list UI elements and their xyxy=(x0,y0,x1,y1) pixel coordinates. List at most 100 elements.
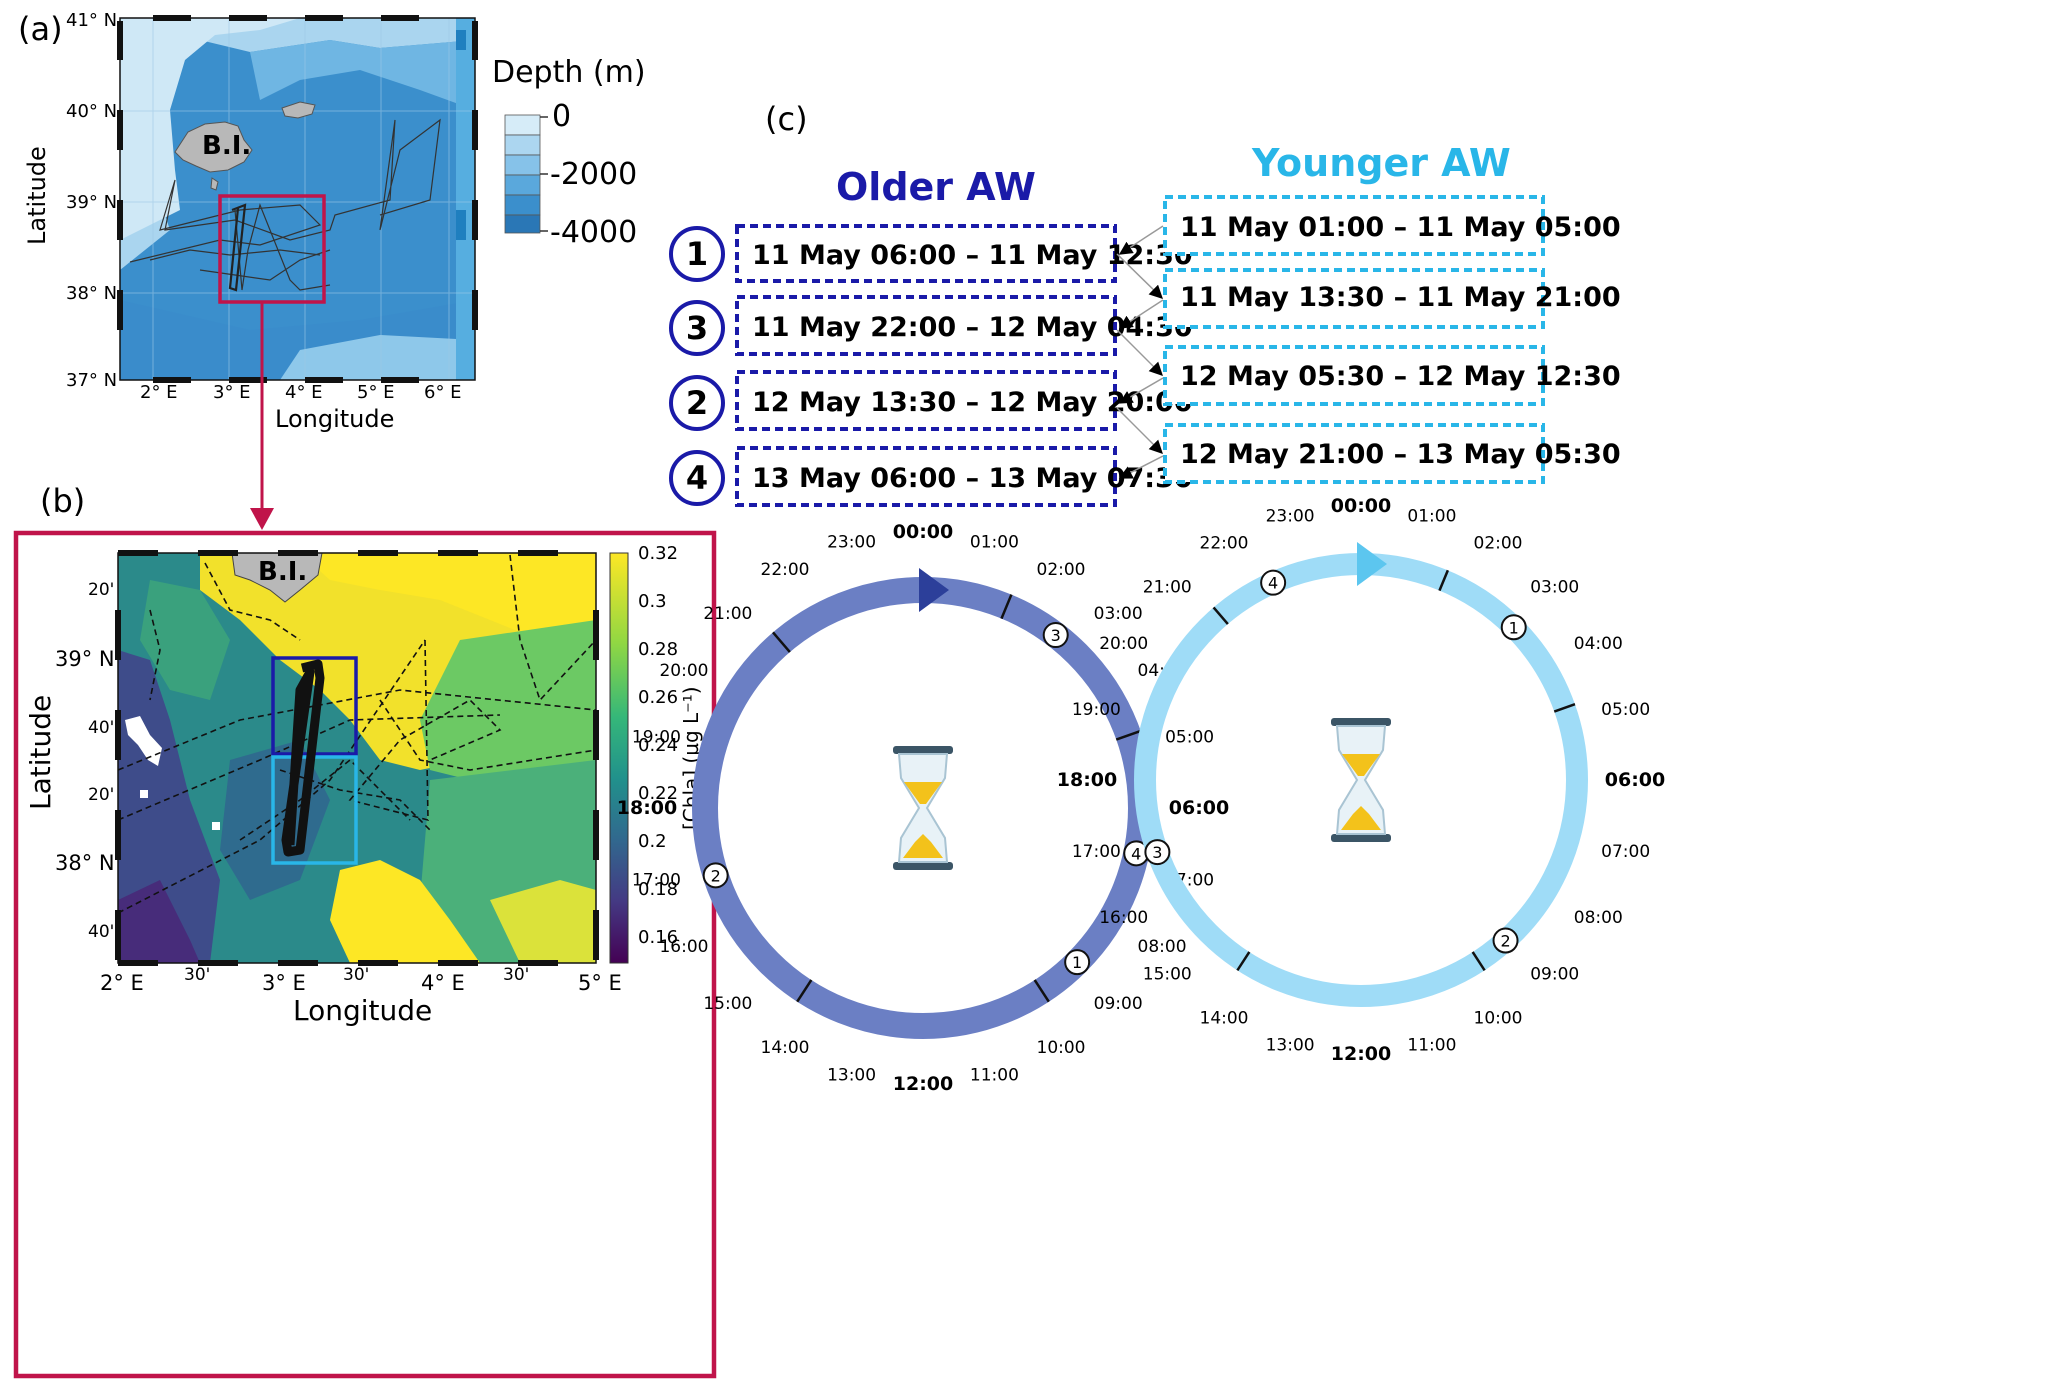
map-b-lon-tick: 30' xyxy=(184,965,210,985)
sequence-arrows xyxy=(1116,225,1164,479)
clock-hour-label: 16:00 xyxy=(1099,908,1148,928)
period-box xyxy=(1163,195,1545,256)
period-number: 3 xyxy=(686,309,708,347)
map-b-island xyxy=(231,552,323,603)
map-b-glider-loop xyxy=(281,659,325,857)
map-a-grid xyxy=(120,18,475,380)
zoom-connector-arrowhead xyxy=(250,508,274,530)
clock-hour-label: 22:00 xyxy=(761,560,810,580)
map-a-lat-tick: 38° N xyxy=(66,283,117,304)
clock-period-marker xyxy=(1492,927,1519,954)
map-a-lon-tick: 5° E xyxy=(357,382,395,403)
clock-hour-label: 17:00 xyxy=(632,870,681,890)
clock-start-arrow xyxy=(1357,542,1387,586)
map-b-nodata xyxy=(125,716,162,766)
period-box xyxy=(735,446,1117,507)
depth-colorbar-tick: -4000 xyxy=(550,215,637,250)
depth-colorbar-tick: 0 xyxy=(552,99,571,134)
map-a-zoom-box xyxy=(218,194,326,304)
map-a-lon-tick: 3° E xyxy=(213,382,251,403)
clock-hour-label: 15:00 xyxy=(703,994,752,1014)
period-text: 12 May 05:30 – 12 May 12:30 xyxy=(1180,361,1621,392)
period-box xyxy=(735,370,1117,431)
map-b-deep-purple xyxy=(118,880,200,963)
period-box xyxy=(735,295,1117,356)
map-b-ylabel: Latitude xyxy=(24,695,57,810)
map-a: B.I. xyxy=(117,15,478,383)
clock-period-tick xyxy=(1000,594,1013,620)
clock-hour-label: 21:00 xyxy=(703,604,752,624)
clock-period-marker xyxy=(1260,569,1287,596)
map-a-south-shelf xyxy=(280,335,475,380)
clock-hour-label: 08:00 xyxy=(1574,908,1623,928)
chla-tick: 0.3 xyxy=(638,591,667,612)
map-b-lat-tick: 40' xyxy=(88,922,114,942)
map-a-island-mallorca xyxy=(174,121,253,173)
map-a-zoom-track xyxy=(228,203,247,292)
clock-period-marker xyxy=(1144,839,1171,866)
clock-hour-label: 16:00 xyxy=(659,937,708,957)
clock-period-tick xyxy=(1115,729,1142,741)
clock-hour-label: 12:00 xyxy=(893,1073,953,1095)
map-a-lat-ticks: 41° N 40° N 39° N 38° N 37° N xyxy=(66,10,117,391)
clock-period-number: 2 xyxy=(711,866,721,885)
clock-hour-label: 11:00 xyxy=(970,1066,1019,1086)
clock-hour-label: 10:00 xyxy=(1037,1038,1086,1058)
period-number-badge xyxy=(669,450,725,506)
map-b-lon-tick: 30' xyxy=(343,965,369,985)
clock-hour-label: 03:00 xyxy=(1094,604,1143,624)
map-a-lon-tick: 6° E xyxy=(424,382,462,403)
period-text: 12 May 13:30 – 12 May 20:00 xyxy=(752,387,1193,418)
clock-period-number: 1 xyxy=(1072,953,1082,972)
map-b-xlabel: Longitude xyxy=(293,994,432,1027)
period-text: 11 May 13:30 – 11 May 21:00 xyxy=(1180,282,1621,313)
map-a-mid-band xyxy=(250,40,475,110)
depth-colorbar-tick: -2000 xyxy=(550,157,637,192)
older-period-2: 2 12 May 13:30 – 12 May 20:00 xyxy=(669,370,1193,431)
period-text: 11 May 22:00 – 12 May 04:30 xyxy=(752,312,1193,343)
depth-colorbar xyxy=(504,114,548,234)
map-b-nodata-3 xyxy=(212,822,220,830)
map-b-outer-frame xyxy=(13,530,717,1379)
period-text: 12 May 21:00 – 13 May 05:30 xyxy=(1180,439,1621,470)
clock-hour-label: 06:00 xyxy=(1605,769,1665,791)
clock-hour-label: 15:00 xyxy=(1143,965,1192,985)
older-aw-title: Older AW xyxy=(836,165,1036,209)
map-b-lon-tick: 2° E xyxy=(100,971,144,995)
younger-period-2: 11 May 13:30 – 11 May 21:00 xyxy=(1163,268,1621,329)
period-number-badge xyxy=(669,226,725,282)
clock-hour-label: 09:00 xyxy=(1094,994,1143,1014)
clock-hour-label: 10:00 xyxy=(1474,1008,1523,1028)
chla-tick: 0.18 xyxy=(638,879,678,900)
younger-period-4: 12 May 21:00 – 13 May 05:30 xyxy=(1163,423,1621,484)
clock-hour-label: 20:00 xyxy=(1099,634,1148,654)
period-text: 11 May 01:00 – 11 May 05:00 xyxy=(1180,212,1621,243)
period-box xyxy=(1163,268,1545,329)
chla-tick: 0.22 xyxy=(638,783,678,804)
hourglass-icon xyxy=(1331,718,1391,842)
older-period-1: 1 11 May 06:00 – 11 May 12:30 xyxy=(669,224,1193,283)
clock-hour-label: 18:00 xyxy=(1057,769,1117,791)
map-a-lon-tick: 4° E xyxy=(285,382,323,403)
hourglass-icon xyxy=(893,746,953,870)
clock-hour-label: 12:00 xyxy=(1331,1043,1391,1065)
map-b-frame-ticks xyxy=(115,550,599,966)
map-a-xlabel: Longitude xyxy=(275,405,394,433)
clock-hour-label: 14:00 xyxy=(761,1038,810,1058)
chla-tick: 0.26 xyxy=(638,687,678,708)
clock-period-tick xyxy=(1033,979,1050,1003)
clock-hour-label: 21:00 xyxy=(1143,577,1192,597)
clock-period-number: 2 xyxy=(1500,932,1510,951)
clock-period-number: 4 xyxy=(1268,574,1278,593)
clock-hour-label: 22:00 xyxy=(1200,534,1249,554)
older-aw-clock: 00:00 01:0002:0003:0004:0005:0006:0007:00… xyxy=(617,521,1229,1095)
map-b-lat-tick: 20' xyxy=(88,785,114,805)
map-b-yellow-south xyxy=(330,860,480,963)
map-a-ylabel: Latitude xyxy=(23,146,51,245)
clock-hour-label: 23:00 xyxy=(1266,506,1315,526)
clock-hour-label: 03:00 xyxy=(1530,577,1579,597)
chla-tick: 0.24 xyxy=(638,735,678,756)
map-b-yellow-south-east xyxy=(490,880,596,963)
older-period-4: 4 13 May 06:00 – 13 May 07:30 xyxy=(669,446,1193,507)
